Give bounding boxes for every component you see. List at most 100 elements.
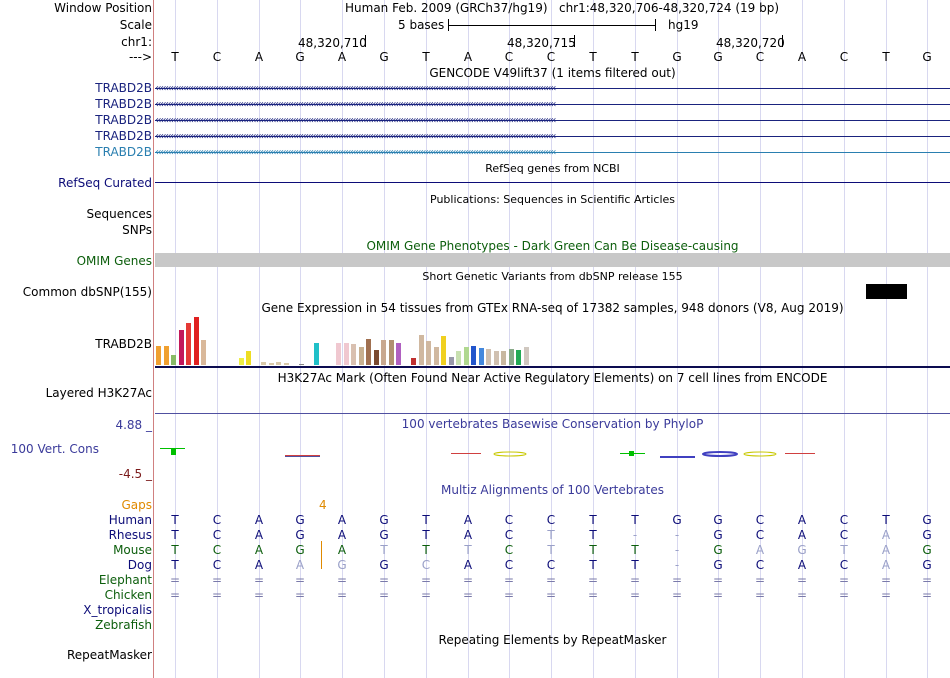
alignment-base: = [503,573,515,587]
repeatmasker-label[interactable]: RepeatMasker [66,648,152,662]
alignment-base: C [839,513,849,527]
gtex-tissue-bar[interactable] [246,351,251,365]
alignment-base: = [796,573,808,587]
species-label[interactable]: Zebrafish [95,618,152,632]
gtex-tissue-bar[interactable] [366,339,371,365]
position-tick-label: 48,320,715 [507,36,576,50]
conservation-max-label: 4.88 _ [115,418,152,432]
gtex-tissue-bar[interactable] [418,335,424,365]
gtex-tissue-bar[interactable] [433,347,439,365]
refseq-label[interactable]: RefSeq Curated [58,176,152,190]
gtex-tissue-bar[interactable] [478,348,484,365]
gtex-bar-chart[interactable] [155,316,535,365]
gtex-tissue-bar[interactable] [486,349,491,365]
h3k27ac-title[interactable]: H3K27Ac Mark (Often Found Near Active Re… [277,371,828,385]
alignment-base: C [212,543,222,557]
alignment-base: = [420,588,432,602]
gtex-tissue-bar[interactable] [171,355,176,365]
gtex-tissue-bar[interactable] [373,350,379,365]
species-label[interactable]: Dog [127,558,152,572]
gtex-tissue-bar[interactable] [516,350,521,365]
publications-sequences-label[interactable]: Sequences [86,207,152,221]
gtex-tissue-bar[interactable] [456,351,461,365]
gtex-tissue-bar[interactable] [201,340,206,365]
track-image[interactable]: Human Feb. 2009 (GRCh37/hg19) chr1:48,32… [155,0,950,678]
species-label[interactable]: Chicken [104,588,152,602]
omim-label[interactable]: OMIM Genes [76,254,152,268]
multiz-title[interactable]: Multiz Alignments of 100 Vertebrates [440,483,665,497]
refseq-gene-line[interactable] [155,182,950,183]
alignment-base: G [295,528,305,542]
gtex-tissue-bar[interactable] [441,336,446,365]
alignment-base: = [838,588,850,602]
omim-title[interactable]: OMIM Gene Phenotypes - Dark Green Can Be… [366,239,739,253]
gtex-tissue-bar[interactable] [358,347,364,365]
gencode-gene-label[interactable]: TRABD2B [95,81,152,95]
insertion-marker [321,541,322,569]
base-letter: T [631,50,639,64]
gtex-tissue-bar[interactable] [336,343,341,365]
gencode-gene-model[interactable]: ‹‹‹‹‹‹‹‹‹‹‹‹‹‹‹‹‹‹‹‹‹‹‹‹‹‹‹‹‹‹‹‹‹‹‹‹‹‹‹‹… [155,147,950,158]
gencode-gene-label[interactable]: TRABD2B [95,145,152,159]
gtex-tissue-bar[interactable] [313,343,319,365]
gtex-title[interactable]: Gene Expression in 54 tissues from GTEx … [261,301,844,315]
gencode-gene-model[interactable]: ‹‹‹‹‹‹‹‹‹‹‹‹‹‹‹‹‹‹‹‹‹‹‹‹‹‹‹‹‹‹‹‹‹‹‹‹‹‹‹‹… [155,83,950,94]
gencode-gene-model[interactable]: ‹‹‹‹‹‹‹‹‹‹‹‹‹‹‹‹‹‹‹‹‹‹‹‹‹‹‹‹‹‹‹‹‹‹‹‹‹‹‹‹… [155,131,950,142]
species-label[interactable]: Elephant [98,573,152,587]
alignment-base: T [171,528,179,542]
alignment-base: T [171,543,179,557]
species-label[interactable]: Human [108,513,152,527]
conservation-title[interactable]: 100 vertebrates Basewise Conservation by… [401,417,704,431]
gencode-gene-model[interactable]: ‹‹‹‹‹‹‹‹‹‹‹‹‹‹‹‹‹‹‹‹‹‹‹‹‹‹‹‹‹‹‹‹‹‹‹‹‹‹‹‹… [155,115,950,126]
gtex-tissue-bar[interactable] [411,358,416,365]
omim-gene-bar[interactable] [155,253,950,267]
publications-title[interactable]: Publications: Sequences in Scientific Ar… [430,193,675,206]
species-label[interactable]: X_tropicalis [83,603,152,617]
gtex-tissue-bar[interactable] [268,363,274,365]
dbsnp-title[interactable]: Short Genetic Variants from dbSNP releas… [422,270,683,283]
dbsnp-label[interactable]: Common dbSNP(155) [22,285,152,299]
repeatmasker-title[interactable]: Repeating Elements by RepeatMasker [438,633,667,647]
gtex-tissue-bar[interactable] [508,349,514,365]
gtex-tissue-bar[interactable] [238,358,244,365]
gtex-tissue-bar[interactable] [343,343,349,365]
gtex-tissue-bar[interactable] [156,346,161,365]
gtex-tissue-bar[interactable] [261,362,266,365]
gtex-tissue-bar[interactable] [448,357,454,365]
gtex-tissue-bar[interactable] [276,362,281,365]
gtex-tissue-bar[interactable] [381,340,386,365]
gtex-tissue-bar[interactable] [283,363,289,365]
h3k27ac-label[interactable]: Layered H3K27Ac [45,386,152,400]
species-label[interactable]: Rhesus [108,528,152,542]
gtex-tissue-bar[interactable] [396,343,401,365]
gtex-tissue-bar[interactable] [471,346,476,365]
gtex-tissue-bar[interactable] [193,317,199,365]
gtex-tissue-bar[interactable] [523,347,529,365]
gtex-tissue-bar[interactable] [388,340,394,365]
gtex-tissue-bar[interactable] [351,344,356,365]
strand-arrow-label[interactable]: ---> [128,50,152,64]
gtex-label[interactable]: TRABD2B [95,337,152,351]
gtex-tissue-bar[interactable] [501,351,506,365]
conservation-plot[interactable] [155,440,950,470]
publications-snps-label[interactable]: SNPs [122,223,152,237]
conservation-label[interactable]: 100 Vert. Cons [10,442,99,456]
gencode-gene-label[interactable]: TRABD2B [95,113,152,127]
gtex-tissue-bar[interactable] [186,323,191,365]
alignment-base: T [547,543,555,557]
track-label-column: Window Position Scale chr1: ---> TRABD2B… [0,0,152,678]
snp-feature[interactable] [866,284,907,299]
gtex-tissue-bar[interactable] [463,347,469,365]
gencode-gene-label[interactable]: TRABD2B [95,97,152,111]
species-label[interactable]: Mouse [113,543,152,557]
gencode-gene-label[interactable]: TRABD2B [95,129,152,143]
gtex-tissue-bar[interactable] [426,341,431,365]
gencode-title[interactable]: GENCODE V49lift37 (1 items filtered out) [429,66,676,80]
refseq-title[interactable]: RefSeq genes from NCBI [485,162,620,175]
gtex-tissue-bar[interactable] [493,351,499,365]
gtex-tissue-bar[interactable] [178,330,184,365]
gtex-tissue-bar[interactable] [298,364,304,365]
alignment-base: = [671,573,683,587]
gtex-tissue-bar[interactable] [163,346,169,365]
gencode-gene-model[interactable]: ‹‹‹‹‹‹‹‹‹‹‹‹‹‹‹‹‹‹‹‹‹‹‹‹‹‹‹‹‹‹‹‹‹‹‹‹‹‹‹‹… [155,99,950,110]
